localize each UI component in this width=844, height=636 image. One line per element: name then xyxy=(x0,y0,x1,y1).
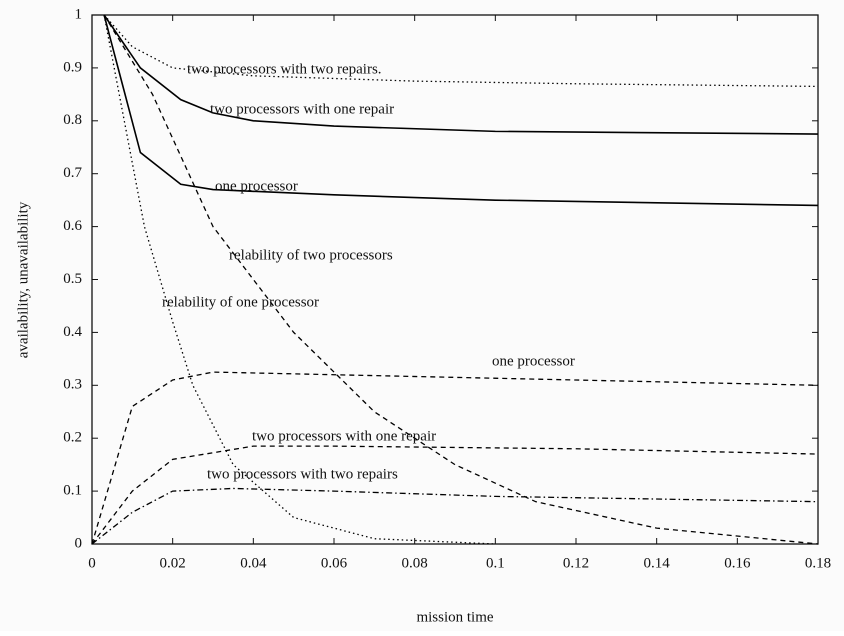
line-label: one processor xyxy=(492,353,575,369)
x-tick-label: 0 xyxy=(88,555,96,571)
x-tick-label: 0.12 xyxy=(563,555,589,571)
y-tick-label: 0.5 xyxy=(63,271,82,287)
line-label: two processors with two repairs xyxy=(207,466,398,482)
line-label: two processors with two repairs. xyxy=(187,61,382,77)
data-line xyxy=(91,445,819,545)
line-label: two processors with one repair xyxy=(210,101,394,117)
x-tick-label: 0.02 xyxy=(160,555,186,571)
y-axis-label: availability, unavailability xyxy=(15,201,31,358)
data-line xyxy=(103,14,819,135)
x-tick-label: 0.14 xyxy=(644,555,671,571)
line-label: one processor xyxy=(215,178,298,194)
x-tick-label: 0.04 xyxy=(240,555,267,571)
x-tick-label: 0.1 xyxy=(486,555,505,571)
line-label: relability of two processors xyxy=(229,247,393,263)
y-tick-label: 0.2 xyxy=(63,430,82,446)
y-tick-label: 1 xyxy=(75,6,83,22)
y-tick-label: 0.8 xyxy=(63,112,82,128)
data-line xyxy=(103,14,819,88)
data-line xyxy=(91,371,819,545)
y-tick-label: 0.3 xyxy=(63,377,82,393)
line-label: two processors with one repair xyxy=(252,428,436,444)
y-tick-label: 0.9 xyxy=(63,59,82,75)
y-tick-label: 0.1 xyxy=(63,483,82,499)
data-line xyxy=(91,487,819,545)
y-tick-label: 0.4 xyxy=(63,324,82,340)
y-tick-label: 0.7 xyxy=(63,165,82,181)
line-label: relability of one processor xyxy=(162,294,319,310)
y-tick-label: 0.6 xyxy=(63,218,82,234)
x-tick-label: 0.06 xyxy=(321,555,348,571)
data-line xyxy=(103,14,819,207)
x-axis-label: mission time xyxy=(416,609,493,625)
x-tick-label: 0.08 xyxy=(402,555,428,571)
x-tick-label: 0.18 xyxy=(805,555,831,571)
x-tick-label: 0.16 xyxy=(724,555,751,571)
y-tick-label: 0 xyxy=(75,535,83,551)
